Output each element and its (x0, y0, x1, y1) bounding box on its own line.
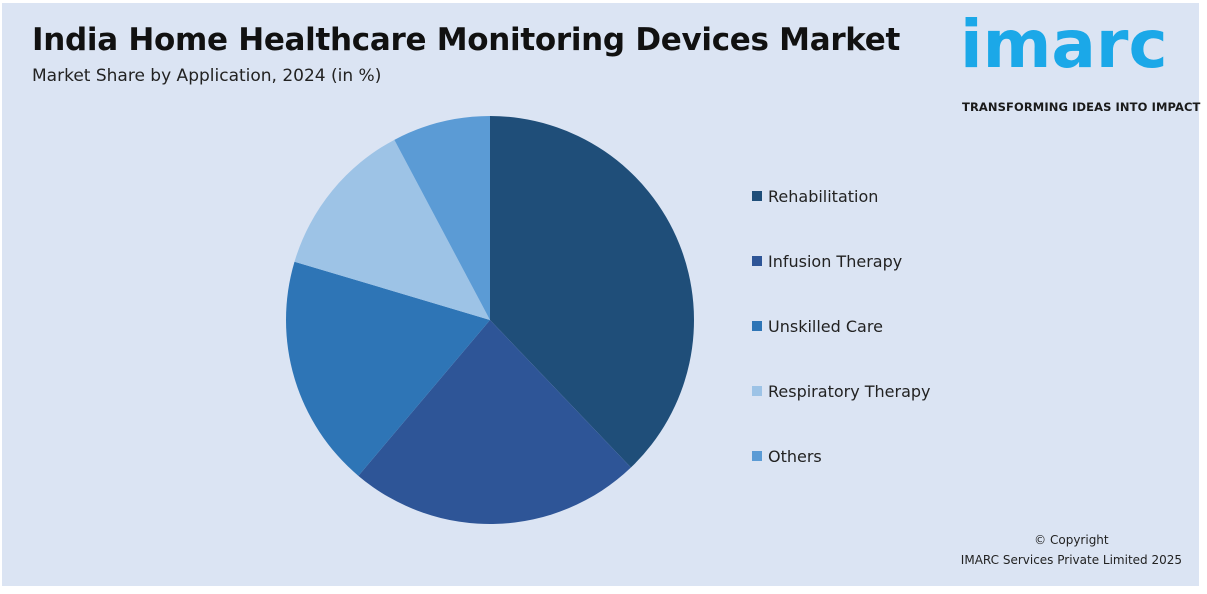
legend-item-others: Others (752, 445, 822, 467)
legend-label: Rehabilitation (768, 186, 879, 206)
legend-swatch (752, 386, 762, 396)
legend-item-rehabilitation: Rehabilitation (752, 185, 878, 207)
chart-title: India Home Healthcare Monitoring Devices… (32, 22, 901, 58)
legend-swatch (752, 321, 762, 331)
logo-wordmark: imarc (960, 6, 1168, 83)
copyright-line-2: IMARC Services Private Limited 2025 (960, 553, 1182, 567)
legend-label: Respiratory Therapy (768, 381, 931, 401)
logo-tagline: TRANSFORMING IDEAS INTO IMPACT (962, 100, 1201, 114)
pie-slice-unskilled-care (286, 261, 490, 476)
legend-swatch (752, 256, 762, 266)
legend-swatch (752, 451, 762, 461)
pie-slice-rehabilitation (490, 116, 694, 468)
chart-subtitle: Market Share by Application, 2024 (in %) (32, 66, 382, 86)
legend-label: Others (768, 446, 822, 466)
pie-slice-infusion-therapy (358, 320, 631, 524)
copyright-line-1: © Copyright (1034, 533, 1109, 547)
legend-item-unskilled-care: Unskilled Care (752, 315, 883, 337)
imarc-logo: imarc TRANSFORMING IDEAS INTO IMPACT (960, 12, 1200, 118)
pie-slice-respiratory-therapy (294, 139, 490, 320)
legend-label: Unskilled Care (768, 316, 883, 336)
legend-label: Infusion Therapy (768, 251, 903, 271)
copyright-notice: © Copyright IMARC Services Private Limit… (961, 530, 1182, 570)
pie-chart (286, 116, 694, 524)
legend-item-respiratory-therapy: Respiratory Therapy (752, 380, 931, 402)
legend-swatch (752, 191, 762, 201)
pie-slice-others (394, 116, 490, 320)
legend-item-infusion-therapy: Infusion Therapy (752, 250, 902, 272)
